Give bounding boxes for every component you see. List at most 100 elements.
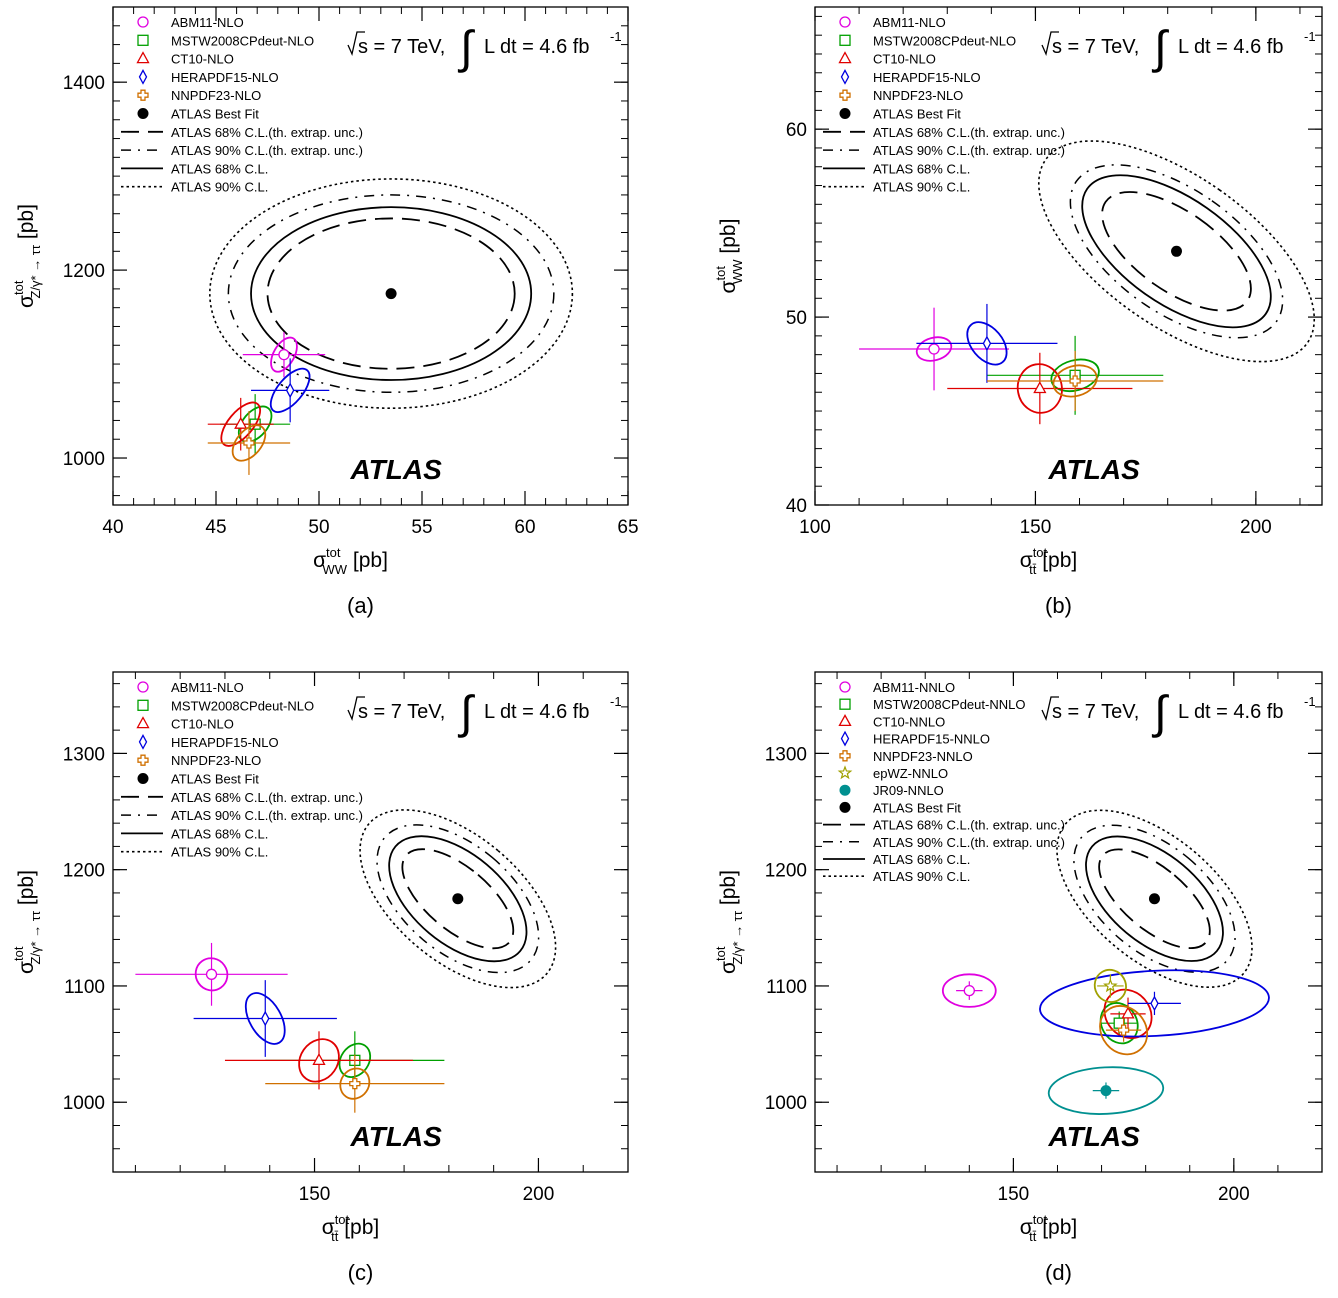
legend-item: ABM11-NNLO <box>839 680 955 695</box>
plot-frame <box>814 6 1323 506</box>
contour-dotted <box>1037 140 1316 363</box>
legend-label: NNPDF23-NLO <box>873 88 963 103</box>
legend-label: ATLAS 90% C.L.(th. extrap. unc.) <box>873 835 1065 850</box>
sqrt-icon <box>1041 696 1059 722</box>
legend-label: ABM11-NNLO <box>873 680 955 695</box>
prediction-marker <box>243 437 255 449</box>
prediction-ct10-nlo <box>224 1031 414 1090</box>
legend-label: ATLAS Best Fit <box>171 107 259 122</box>
legend-label: ATLAS Best Fit <box>873 107 961 122</box>
legend-marker <box>839 698 851 710</box>
chart-panel-1: 40 45 50 55 60 65 1000 1200 1400 ABM11-NLO MSTW200… <box>11 6 639 618</box>
contour-dotted <box>1056 809 1253 988</box>
pdf-ellipse <box>270 336 298 373</box>
data-layer <box>207 178 574 475</box>
y-tick-label: 1100 <box>766 977 807 998</box>
legend-label: ATLAS 68% C.L. <box>873 161 970 176</box>
legend-label: epWZ-NNLO <box>873 766 948 781</box>
energy-label: s = 7 TeV, ∫ L dt = 4.6 fb -1 <box>347 21 622 73</box>
legend-item: ATLAS 90% C.L.(th. extrap. unc.) <box>121 808 363 823</box>
x-tick-label: 150 <box>998 1184 1030 1205</box>
legend-item: NNPDF23-NLO <box>839 88 963 103</box>
plot-frame <box>814 671 1323 1173</box>
pdf-ellipse <box>1099 1005 1149 1056</box>
legend-marker <box>138 734 148 750</box>
legend-label: ABM11-NLO <box>873 15 946 30</box>
legend-item: ATLAS 68% C.L. <box>823 852 970 867</box>
legend-label: ATLAS 90% C.L. <box>171 845 268 860</box>
chart-panel-2: 100 150 200 40 50 60 ABM11-NLO MSTW2008CPdeut-N… <box>713 6 1323 618</box>
legend-item: ATLAS 90% C.L.(th. extrap. unc.) <box>823 835 1065 850</box>
panel-label: (c) <box>348 1260 374 1285</box>
legend-marker <box>840 69 850 85</box>
prediction-marker <box>1103 978 1118 993</box>
legend-item: ATLAS 68% C.L.(th. extrap. unc.) <box>823 125 1065 140</box>
y-axis-label: σtot WW [pb] <box>713 219 745 294</box>
prediction-abm11-nlo <box>242 332 326 378</box>
legend-label: ATLAS 90% C.L.(th. extrap. unc.) <box>873 143 1065 158</box>
legend-marker <box>137 754 149 766</box>
legend-label: MSTW2008CPdeut-NLO <box>171 33 314 48</box>
y-tick-label: 1400 <box>63 73 105 94</box>
contour-dashed <box>1098 848 1211 950</box>
y-tick-label: 1000 <box>765 1093 807 1114</box>
legend-label: CT10-NLO <box>171 717 234 732</box>
pdf-ellipse <box>231 424 267 462</box>
legend-label: ATLAS 68% C.L.(th. extrap. unc.) <box>873 125 1065 140</box>
legend: ABM11-NLO MSTW2008CPdeut-NLO CT10-NLO HERAP… <box>823 15 1065 195</box>
y-axis-label: σtot Z/γ* → ττ [pb] <box>11 870 43 974</box>
legend-label: NNPDF23-NNLO <box>873 749 973 764</box>
best-fit-point <box>1148 893 1160 905</box>
x-tick-label: 65 <box>617 517 638 538</box>
prediction-marker <box>982 335 992 352</box>
prediction-marker <box>1100 1085 1112 1097</box>
contour-dashed <box>401 848 515 950</box>
legend-marker <box>839 108 851 119</box>
x-axis-label: σtot tt̄ [pb] <box>1020 1212 1078 1244</box>
legend-item: ATLAS Best Fit <box>839 107 961 122</box>
legend-item: ATLAS Best Fit <box>137 107 259 122</box>
x-tick-label: 200 <box>523 1184 555 1205</box>
legend-marker <box>840 730 850 747</box>
y-tick-label: 60 <box>786 120 807 141</box>
y-tick-label: 1100 <box>64 977 105 998</box>
x-tick-label: 45 <box>205 517 226 538</box>
legend-label: ABM11-NLO <box>171 15 244 30</box>
best-fit-point <box>452 893 464 905</box>
prediction-jr09-nnlo <box>1047 1066 1165 1115</box>
prediction-nnpdf23-nlo <box>265 1054 445 1113</box>
pdf-ellipse <box>1039 969 1270 1038</box>
legend-label: HERAPDF15-NNLO <box>873 732 990 747</box>
legend-label: HERAPDF15-NLO <box>873 70 981 85</box>
contour-dotted <box>209 178 574 410</box>
legend-item: NNPDF23-NNLO <box>839 749 973 764</box>
contour-solid <box>1085 835 1224 962</box>
legend-marker <box>838 51 852 64</box>
contour-solid <box>250 206 533 381</box>
legend-item: ABM11-NLO <box>137 680 244 695</box>
legend-item: ABM11-NLO <box>839 15 946 30</box>
y-tick-label: 1000 <box>63 1093 105 1114</box>
atlas-label: ATLAS <box>350 454 443 485</box>
legend-item: ATLAS 68% C.L.(th. extrap. unc.) <box>823 818 1065 833</box>
data-layer <box>135 809 557 1113</box>
panel-label: (d) <box>1045 1260 1072 1285</box>
prediction-ct10-nlo <box>947 352 1133 425</box>
prediction-marker <box>1121 1006 1135 1019</box>
y-tick-label: 1200 <box>63 261 105 282</box>
legend-label: ATLAS Best Fit <box>873 800 961 815</box>
legend-label: NNPDF23-NLO <box>171 88 261 103</box>
legend-label: ATLAS 68% C.L. <box>171 826 268 841</box>
pdf-ellipse <box>1093 968 1127 1003</box>
y-tick-label: 40 <box>786 496 807 517</box>
prediction-herapdf15-nnlo <box>1039 969 1270 1038</box>
y-axis-label: σtot Z/γ* → ττ [pb] <box>713 870 745 974</box>
legend-marker <box>839 34 851 46</box>
legend-label: ABM11-NLO <box>171 680 244 695</box>
best-fit-point <box>1171 245 1183 257</box>
prediction-herapdf15-nlo <box>916 303 1058 383</box>
sqrt-icon <box>1041 31 1059 57</box>
legend-label: ATLAS 68% C.L. <box>171 161 268 176</box>
energy-lumi: L dt = 4.6 fb <box>484 36 589 58</box>
